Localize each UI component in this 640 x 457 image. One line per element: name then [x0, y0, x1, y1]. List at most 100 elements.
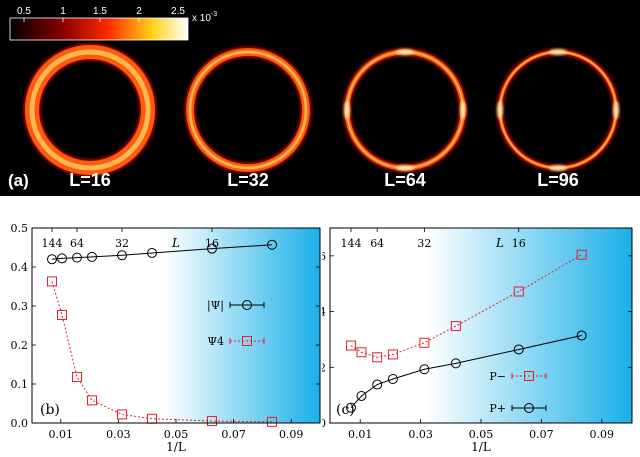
data-point	[72, 252, 82, 263]
data-point	[419, 364, 430, 375]
x-tick-label: 0.01	[49, 428, 74, 441]
series-2	[46, 276, 277, 427]
data-point	[450, 358, 461, 369]
legend-label: |Ψ|	[207, 299, 224, 313]
data-point	[387, 373, 398, 384]
series-1	[345, 249, 587, 363]
legend-label: P+	[489, 402, 506, 415]
data-point	[345, 402, 356, 413]
data-point	[372, 379, 383, 390]
y-tick-label: 0.04	[322, 306, 326, 319]
data-point	[345, 340, 356, 351]
colorbar	[9, 17, 189, 41]
ring-peak	[188, 50, 308, 170]
data-point	[576, 249, 587, 260]
colorbar-tick-label: 1.5	[93, 6, 107, 17]
data-point	[419, 337, 430, 348]
y-tick-label: 0.0	[11, 417, 29, 430]
data-point	[372, 352, 383, 363]
series-line	[350, 335, 582, 409]
data-point	[46, 276, 57, 287]
series-line	[350, 254, 582, 358]
y-tick-label: 0.3	[11, 300, 29, 313]
ring-hotspot	[613, 101, 619, 119]
legend-label: P−	[489, 370, 506, 383]
data-point	[57, 309, 68, 320]
y-tick-label: 0.1	[11, 378, 29, 391]
top-tick-label: 64	[70, 237, 84, 250]
data-point	[356, 390, 367, 401]
ring-hotspot	[396, 49, 414, 55]
data-point	[57, 253, 68, 264]
chart-b: 0.0 0.1 0.2 0.3 0.4 0.5 0.01 0.03 0.05 0.07 0.09 14…	[11, 222, 321, 454]
legend-marker	[242, 300, 252, 310]
data-point	[72, 371, 82, 382]
data-point	[117, 250, 127, 261]
y-tick-label: 0.4	[11, 261, 29, 274]
ring-label: L=96	[537, 170, 579, 190]
x-tick-label: 0.09	[279, 428, 304, 441]
data-point	[513, 344, 524, 355]
top-tick-label: 16	[205, 237, 219, 250]
ring-hotspot	[497, 101, 503, 119]
ring-2: L=32	[184, 46, 312, 190]
data-point	[86, 251, 97, 262]
top-tick-label: 144	[41, 237, 62, 250]
y-tick-label: 0.02	[322, 361, 326, 374]
ring-1: L=16	[23, 43, 157, 190]
data-point	[266, 416, 277, 427]
data-point	[387, 349, 398, 360]
data-point	[147, 247, 158, 258]
plot-frame	[329, 227, 633, 424]
ring-hotspot	[549, 49, 567, 55]
x-tick-label: 0.05	[164, 428, 189, 441]
legend-marker	[524, 371, 534, 381]
colorbar-scale: x 10-3	[192, 11, 217, 24]
panel-label: (b)	[40, 402, 60, 418]
ring-label: L=16	[69, 170, 111, 190]
x-tick-label: 0.07	[221, 428, 246, 441]
ring-hotspot	[344, 101, 350, 119]
x-axis-label: 1/L	[166, 440, 186, 454]
chart-c: 0.00 0.02 0.04 0.06 0.01 0.03 0.05 0.07 0.09 144 6…	[322, 227, 633, 454]
colorbar-tick-label: 2.5	[171, 6, 185, 17]
x-tick-label: 0.05	[469, 428, 494, 441]
data-point	[576, 330, 587, 341]
ring-hotspot	[460, 101, 466, 119]
ring-label: L=64	[384, 170, 426, 190]
top-axis-label: L	[171, 236, 180, 250]
top-tick-label: 32	[115, 237, 129, 250]
legend-marker	[242, 336, 252, 346]
data-point	[356, 347, 367, 358]
top-tick-label: 16	[512, 237, 526, 250]
ring-label: L=32	[227, 170, 269, 190]
ring-3: L=64	[342, 47, 468, 190]
x-tick-label: 0.03	[408, 428, 433, 441]
colorbar-tick-label: 0.5	[17, 6, 31, 17]
x-tick-label: 0.07	[529, 428, 554, 441]
data-point	[266, 239, 277, 250]
series-2	[345, 330, 587, 413]
panel-a-label: (a)	[8, 171, 29, 190]
data-point	[117, 409, 127, 420]
data-point	[513, 286, 524, 297]
ring-4: L=96	[496, 48, 620, 190]
plot-frame	[31, 227, 321, 424]
top-axis-label: L	[495, 236, 504, 250]
top-tick-label: 144	[340, 237, 361, 250]
plot-background	[32, 228, 320, 423]
x-tick-label: 0.03	[106, 428, 131, 441]
ring-hotspot	[549, 165, 567, 171]
ring-hotspot	[396, 165, 414, 171]
data-point	[450, 321, 461, 332]
series-line	[51, 281, 273, 423]
series-1	[46, 239, 277, 265]
colorbar-tick-label: 1	[60, 6, 66, 17]
data-point	[207, 416, 217, 427]
y-tick-label: 0.00	[322, 417, 326, 430]
y-tick-label: 0.5	[11, 222, 29, 235]
top-tick-label: 64	[370, 237, 384, 250]
data-point	[207, 243, 217, 254]
y-tick-label: 0.06	[322, 250, 326, 263]
legend-label: Ψ4	[207, 335, 224, 348]
